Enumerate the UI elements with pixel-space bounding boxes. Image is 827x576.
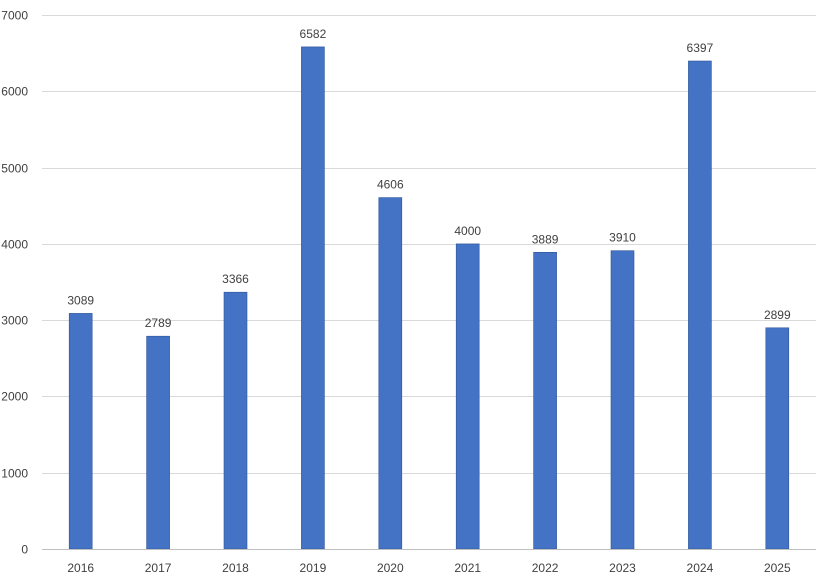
y-tick-label: 3000 [1,314,28,328]
bars [68,46,790,550]
bar-2021 [455,243,480,550]
x-tick-label-2018: 2018 [222,561,249,575]
data-label-2023: 3910 [609,231,636,245]
bar-2023 [610,250,635,550]
y-tick-label: 5000 [1,162,28,176]
data-label-2025: 2899 [764,308,791,322]
x-tick-label-2025: 2025 [764,561,791,575]
x-tick-label-2019: 2019 [300,561,327,575]
bar-2018 [223,291,248,550]
y-tick-label: 1000 [1,467,28,481]
bar-2019 [301,46,325,550]
data-labels: 3089 2789 3366 6582 4606 4000 3889 3910 6397 2899 [67,27,791,330]
data-label-2017: 2789 [145,316,172,330]
bar-2020 [378,197,403,550]
x-tick-label-2023: 2023 [609,561,636,575]
y-tick-label: 7000 [1,9,28,23]
data-label-2024: 6397 [687,41,714,55]
x-axis-ticks: 2016 2017 2018 2019 2020 2021 2022 2023 2024 2025 [67,561,791,575]
x-tick-label-2017: 2017 [145,561,172,575]
data-label-2022: 3889 [532,232,559,246]
data-label-2021: 4000 [454,224,481,238]
y-tick-label: 4000 [1,238,28,252]
data-label-2020: 4606 [377,178,404,192]
x-tick-label-2020: 2020 [377,561,404,575]
y-tick-label: 2000 [1,390,28,404]
bar-2017 [146,335,170,550]
bar-2016 [68,313,93,550]
gridlines [42,15,816,474]
data-label-2019: 6582 [300,27,327,41]
y-tick-label: 0 [21,543,28,557]
x-tick-label-2024: 2024 [687,561,714,575]
y-axis-ticks: 0 1000 2000 3000 4000 5000 6000 7000 [1,9,28,557]
y-tick-label: 6000 [1,85,28,99]
data-label-2018: 3366 [222,272,249,286]
bar-2024 [688,60,712,550]
bar-2025 [765,327,790,550]
x-tick-label-2021: 2021 [454,561,481,575]
x-tick-label-2022: 2022 [532,561,559,575]
bar-2022 [533,252,557,550]
data-label-2016: 3089 [67,293,94,307]
x-tick-label-2016: 2016 [67,561,94,575]
